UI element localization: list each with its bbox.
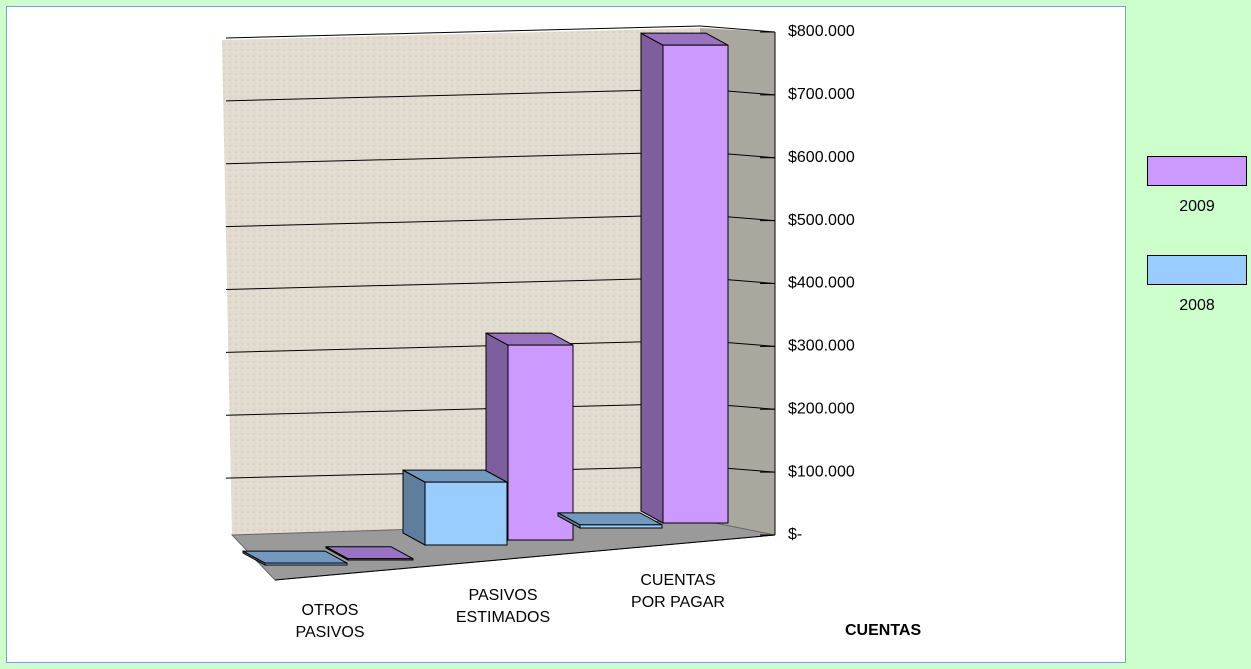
x-tick-label: CUENTAS POR PAGAR	[631, 572, 725, 611]
back-wall	[222, 28, 700, 535]
grid-line	[699, 25, 776, 33]
legend-swatch	[1147, 255, 1247, 285]
bar	[507, 344, 574, 541]
x-tick-label: OTROS PASIVOS	[295, 602, 365, 641]
bar	[347, 558, 414, 561]
y-tick-label: $700.000	[788, 86, 855, 103]
y-tick-label: $600.000	[788, 149, 855, 166]
grid-line	[225, 151, 701, 165]
grid-line	[225, 402, 701, 416]
bar	[264, 562, 348, 566]
y-tick-label: $400.000	[788, 275, 855, 292]
grid-line	[225, 277, 701, 290]
x-tick-label: PASIVOS ESTIMADOS	[455, 587, 551, 626]
y-tick-label: $500.000	[788, 212, 855, 229]
grid-line	[225, 339, 701, 353]
x-axis-title: CUENTAS	[845, 622, 922, 639]
legend-swatch	[1147, 156, 1247, 186]
y-tick-label: $100.000	[788, 463, 855, 480]
grid-line	[225, 88, 701, 102]
bar-side	[640, 32, 664, 524]
y-tick-label: $800.000	[788, 23, 855, 40]
legend-label: 2009	[1179, 198, 1215, 215]
y-tick-label: $300.000	[788, 338, 855, 355]
grid-line	[225, 214, 701, 228]
bar	[424, 481, 508, 546]
bar-side	[402, 469, 426, 546]
grid-line	[225, 25, 701, 39]
bar	[662, 44, 729, 524]
x-axis	[274, 534, 776, 581]
y-tick-label: $-	[788, 526, 802, 543]
legend-label: 2008	[1179, 297, 1215, 314]
y-tick-label: $200.000	[788, 400, 855, 417]
bar	[579, 524, 663, 529]
